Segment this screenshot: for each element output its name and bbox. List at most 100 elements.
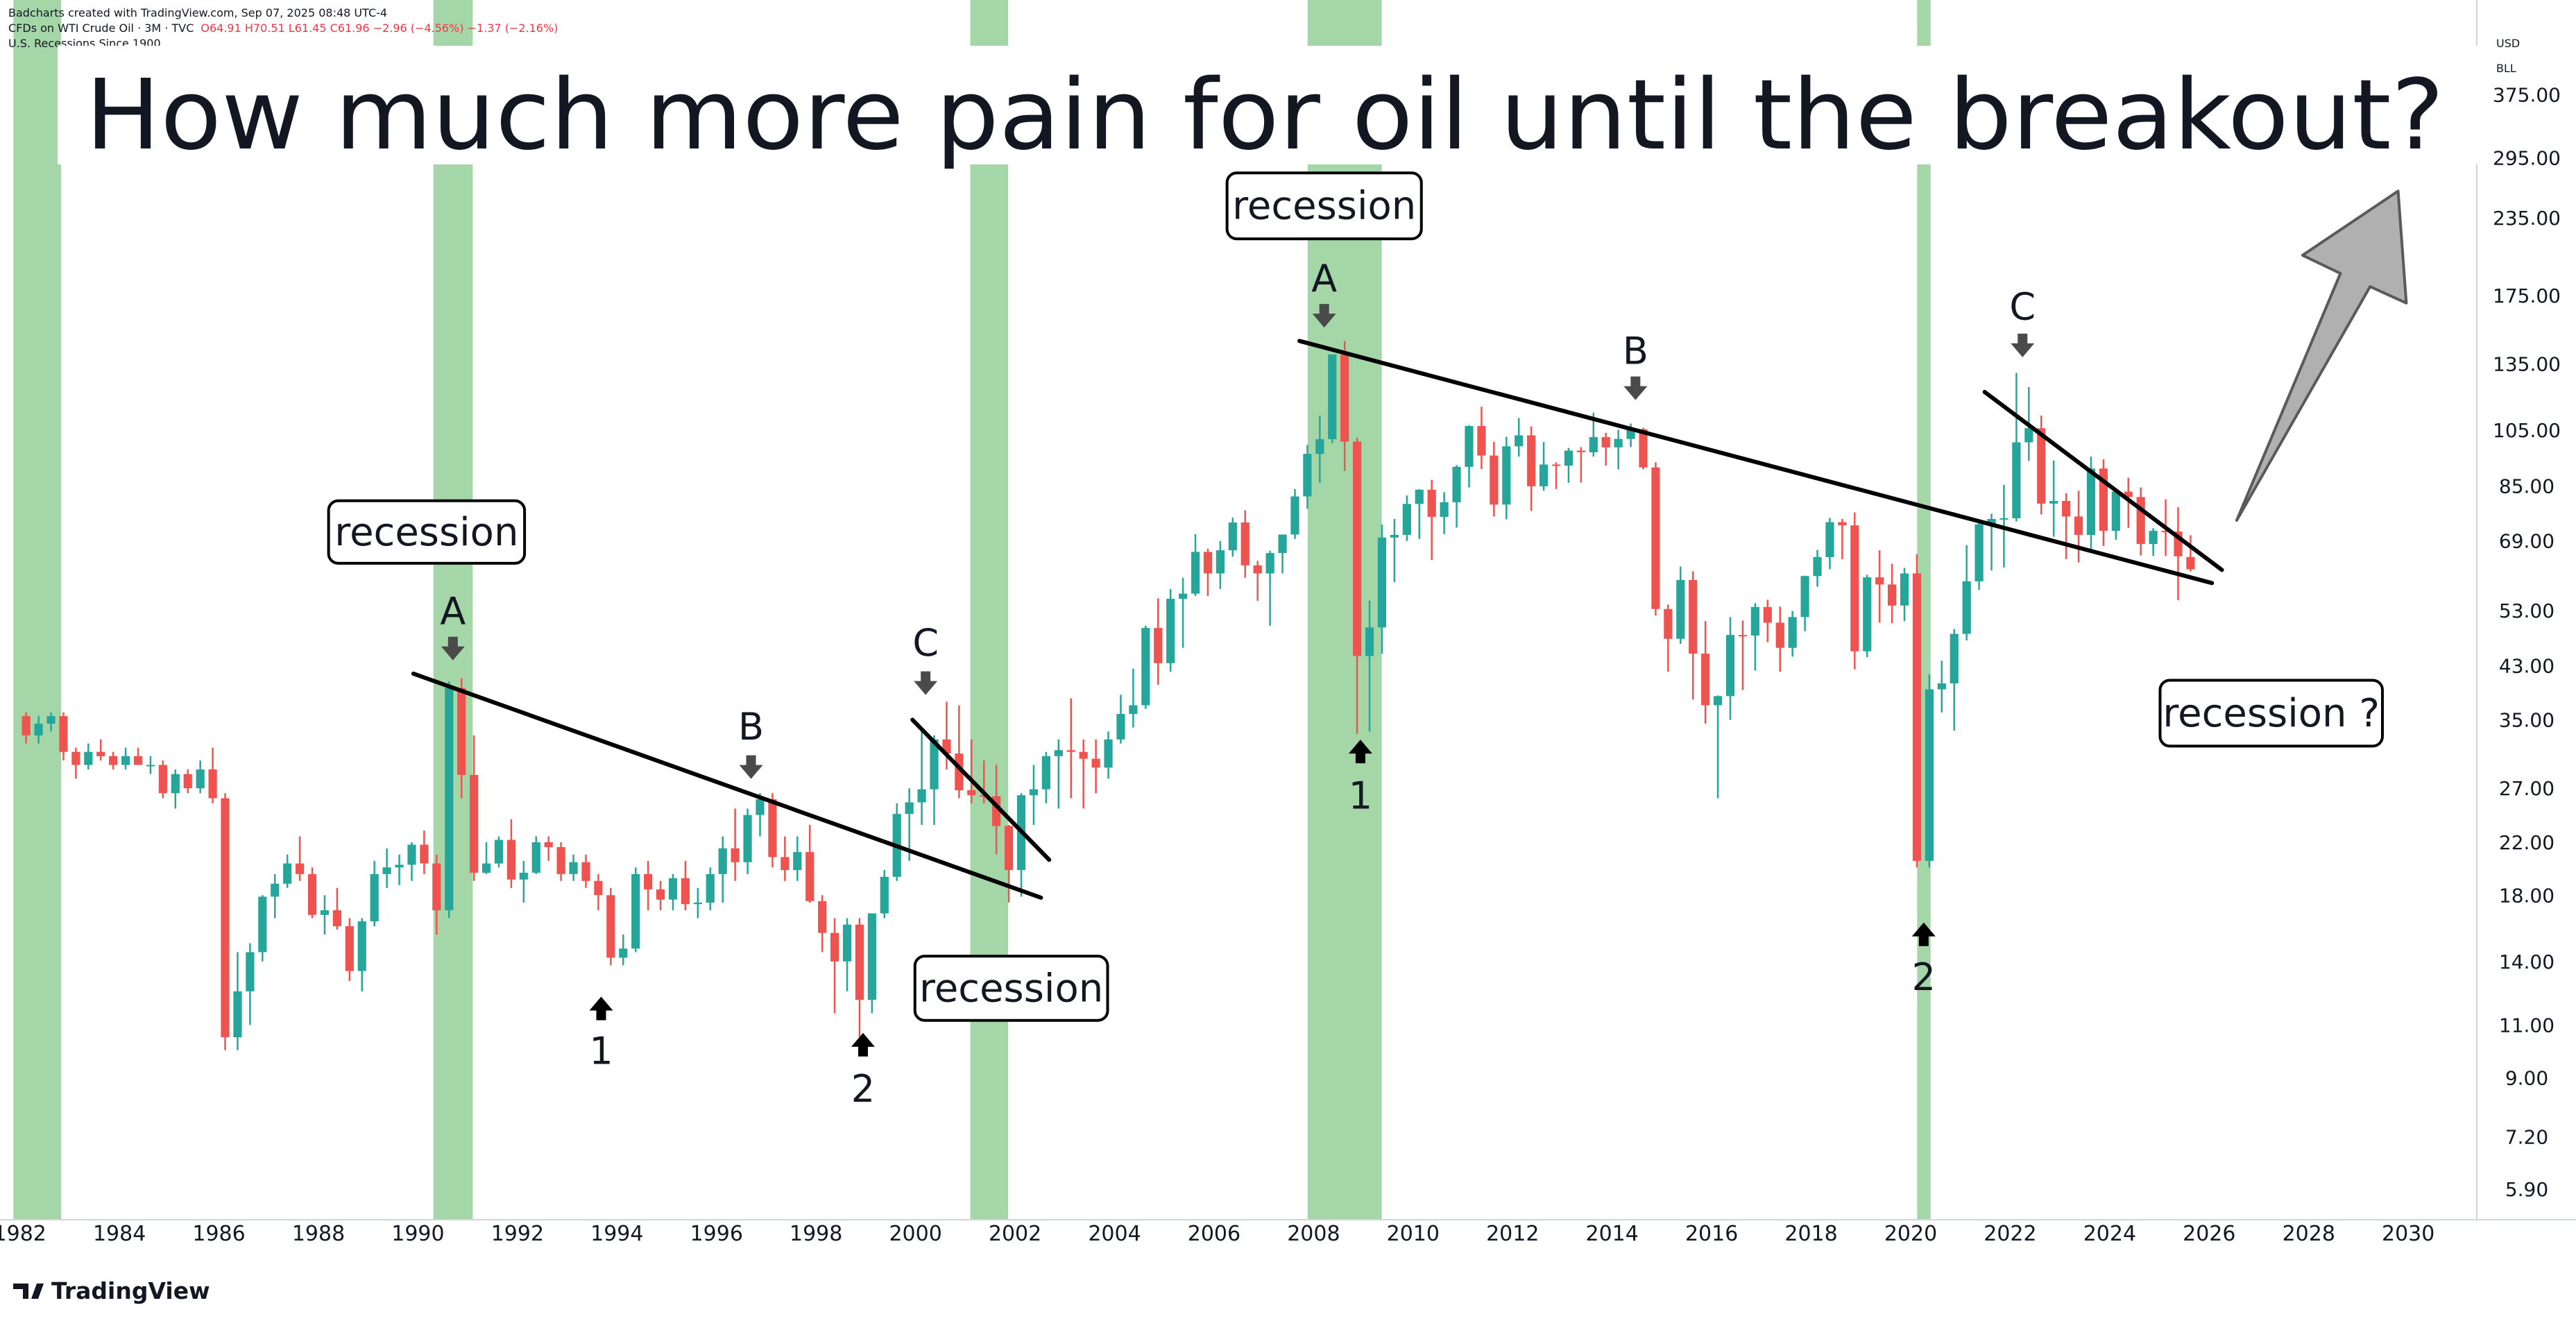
candle-body	[756, 799, 765, 815]
x-tick-label: 1984	[93, 1222, 146, 1246]
candle-body	[2136, 497, 2145, 545]
brand-name: TradingView	[51, 1277, 210, 1304]
candle-body	[1502, 446, 1511, 505]
unit: BLL	[2496, 62, 2516, 75]
candle-body	[357, 921, 366, 971]
candle-body	[71, 751, 80, 765]
candle-body	[22, 716, 31, 735]
candle-body	[1875, 577, 1884, 585]
x-tick-label: 2012	[1486, 1222, 1539, 1246]
candle-body	[1937, 683, 1946, 690]
candle-body	[1576, 450, 1585, 452]
candle-body	[1676, 579, 1685, 639]
candle-body	[470, 774, 479, 873]
candle-body	[818, 901, 827, 933]
candle-body	[1216, 550, 1225, 574]
candle-body	[631, 873, 640, 949]
x-tick-label: 1992	[491, 1222, 544, 1246]
trend-line	[910, 717, 1052, 862]
candle-body	[208, 769, 217, 799]
annotation-label: recession	[1232, 184, 1416, 229]
candle-body	[457, 688, 466, 775]
y-tick-label: 11.00	[2499, 1014, 2554, 1037]
series-name: CFDs on WTI Crude Oil · 3M · TVC	[8, 22, 194, 35]
annotation-label: recession	[919, 966, 1103, 1011]
candle-body	[1551, 464, 1561, 466]
series-header: CFDs on WTI Crude Oil · 3M · TVC O64.91 H…	[8, 22, 558, 35]
y-tick-label: 375.00	[2493, 83, 2561, 106]
x-tick-label: 2018	[1784, 1222, 1837, 1246]
annotation-label: recession	[334, 510, 518, 555]
annotations: recession recession recession recession ? A B…	[327, 171, 2408, 1111]
candle-body	[2149, 531, 2158, 545]
title-box	[58, 46, 2479, 164]
candle-body	[1639, 429, 1648, 468]
candle-body	[1390, 534, 1399, 538]
y-tick-label: 53.00	[2499, 599, 2554, 622]
x-tick-label: 2000	[889, 1222, 941, 1246]
x-tick-label: 1990	[391, 1222, 444, 1246]
candle-body	[1614, 438, 1623, 448]
y-tick-label: 85.00	[2499, 475, 2554, 497]
candle-body	[1725, 635, 1735, 697]
wave-label: 2	[851, 1067, 875, 1111]
brand: TradingView	[13, 1277, 210, 1304]
recession-band	[13, 0, 62, 1219]
candle-body	[1315, 439, 1324, 454]
candle-body	[146, 765, 155, 767]
candle-body	[1240, 522, 1249, 565]
candle-body	[1129, 705, 1138, 714]
candle-body	[1179, 593, 1188, 599]
candle-body	[619, 948, 628, 958]
wave-arrow	[1312, 304, 1336, 328]
candle-body	[867, 913, 876, 1000]
y-tick-label: 5.90	[2505, 1178, 2548, 1201]
candle-body	[1440, 502, 1449, 517]
candle-body	[668, 878, 678, 900]
wave-arrow	[589, 996, 613, 1021]
y-tick-label: 22.00	[2499, 831, 2554, 854]
y-tick-label: 235.00	[2493, 207, 2561, 230]
candle-body	[1974, 524, 1984, 581]
candle-body	[743, 815, 752, 862]
candle-body	[1800, 576, 1809, 617]
candle-body	[1999, 518, 2008, 520]
y-tick-label: 7.20	[2505, 1125, 2548, 1148]
candle-body	[1415, 489, 1424, 504]
candle-body	[531, 842, 540, 873]
candle-body	[1091, 758, 1100, 768]
candle-body	[2161, 531, 2170, 533]
wave-label: 2	[1912, 955, 1936, 999]
candle-body	[1912, 573, 1922, 861]
wave-label: A	[440, 590, 466, 633]
candle-body	[420, 844, 429, 864]
candle-body	[158, 765, 167, 794]
candle-body	[258, 896, 267, 953]
annotation-box	[913, 955, 1109, 1022]
candle-body	[718, 848, 727, 874]
candle-body	[233, 991, 242, 1038]
candle-body	[2024, 428, 2033, 443]
candle-body	[1203, 552, 1213, 574]
candle-body	[1863, 577, 1872, 651]
x-tick-label: 2004	[1088, 1222, 1141, 1246]
candle-body	[481, 863, 491, 873]
candle-body	[967, 790, 976, 796]
x-tick-label: 2008	[1287, 1222, 1340, 1246]
candle-body	[1066, 750, 1075, 752]
x-tick-label: 2026	[2183, 1222, 2235, 1246]
candle-body	[1950, 633, 1959, 683]
trend-line	[1297, 339, 2215, 586]
candle-body	[706, 873, 715, 903]
x-tick-label: 2028	[2283, 1222, 2335, 1246]
candle-body	[917, 789, 926, 803]
wave-label: 1	[589, 1030, 613, 1073]
candle-body	[34, 724, 43, 735]
wave-label: A	[1311, 257, 1337, 300]
candle-body	[569, 862, 578, 874]
candle-body	[830, 932, 839, 962]
annotation-box	[1225, 171, 1423, 241]
candle-body	[768, 799, 777, 858]
candle-body	[2049, 501, 2058, 504]
